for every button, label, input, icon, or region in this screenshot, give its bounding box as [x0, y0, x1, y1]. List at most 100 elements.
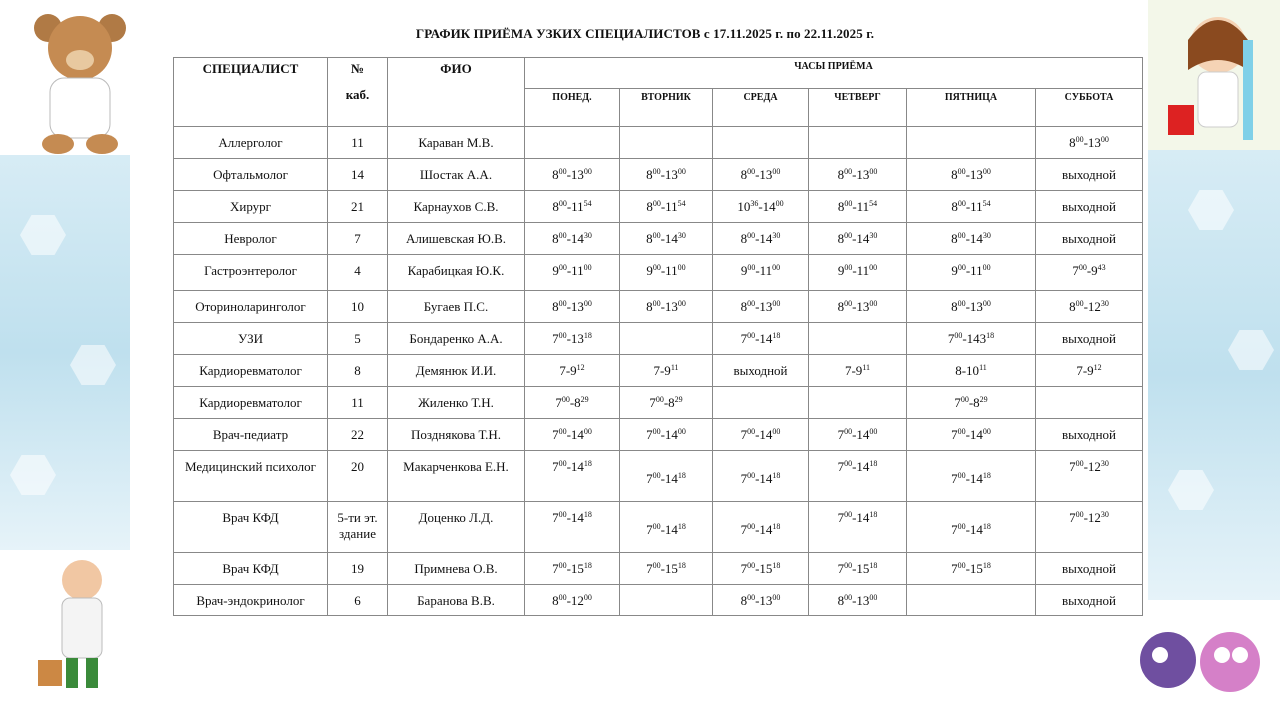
time-text: выходной — [1061, 593, 1117, 608]
hours-cell: 800-1154 — [906, 190, 1036, 223]
time-text: -14 — [755, 427, 773, 442]
time-minutes: 00 — [747, 231, 756, 240]
table-row: Гастроэнтеролог 4 Карабицкая Ю.К. 900-1100 9… — [173, 254, 1143, 291]
time-text: 8-10 — [955, 363, 980, 378]
time-minutes: 00 — [1078, 263, 1087, 272]
time-text: -14 — [755, 231, 773, 246]
doctor-name-cell: Шостак А.А. — [387, 158, 525, 191]
header-day: ПОНЕД. — [524, 88, 620, 127]
time-minutes: 00 — [982, 299, 991, 308]
time-minutes: 00 — [561, 395, 570, 404]
room-cell: 4 — [327, 254, 388, 291]
room-cell: 11 — [327, 386, 388, 419]
time-text: -14 — [965, 427, 983, 442]
time-minutes: 00 — [957, 427, 966, 436]
header-hours: ЧАСЫ ПРИЁМА — [524, 57, 1143, 89]
doctor-name-cell: Примнева О.В. — [387, 552, 525, 585]
time-minutes: 00 — [747, 167, 756, 176]
time-text: -13 — [1083, 135, 1101, 150]
time-text: 7 — [951, 561, 958, 576]
time-minutes: 30 — [1100, 459, 1109, 468]
time-text: -13 — [755, 299, 773, 314]
time-minutes: 18 — [869, 561, 878, 570]
doctor-name-cell: Доценко Л.Д. — [387, 501, 525, 553]
specialist-cell: Аллерголог — [173, 126, 328, 159]
header-day: СРЕДА — [712, 88, 809, 127]
time-text: -15 — [852, 561, 870, 576]
time-minutes: 00 — [844, 167, 853, 176]
time-text: -14 — [660, 522, 678, 537]
time-minutes: 00 — [844, 593, 853, 602]
time-text: 8 — [951, 199, 958, 214]
time-text: -13 — [755, 593, 773, 608]
hours-cell: 800-1300 — [619, 158, 713, 191]
time-text: 7 — [649, 395, 656, 410]
table-row: Аллерголог 11 Караван М.В. 800-1300 — [173, 126, 1143, 159]
time-minutes: 00 — [954, 331, 963, 340]
table-row: Кардиоревматолог 8 Демянюк И.И. 7-912 7-911 в… — [173, 354, 1143, 387]
time-minutes: 00 — [747, 331, 756, 340]
doctor-name-cell: Жиленко Т.Н. — [387, 386, 525, 419]
room-cell: 21 — [327, 190, 388, 223]
time-minutes: 00 — [1075, 459, 1084, 468]
time-text: -13 — [852, 299, 870, 314]
time-minutes: 00 — [558, 167, 567, 176]
time-minutes: 11 — [670, 363, 679, 372]
time-minutes: 18 — [869, 459, 878, 468]
room-cell: 8 — [327, 354, 388, 387]
table-row: Невролог 7 Алишевская Ю.В. 800-1430 800-1430… — [173, 222, 1143, 255]
table-row: Врач-эндокринолог 6 Баранова В.В. 800-1200 8… — [173, 584, 1143, 616]
time-text: -11 — [755, 263, 773, 278]
hours-cell — [808, 322, 907, 355]
hours-cell: выходной — [712, 354, 809, 387]
hours-cell: 700-1418 — [906, 501, 1036, 553]
specialist-cell: Невролог — [173, 222, 328, 255]
time-text: -15 — [965, 561, 983, 576]
hours-cell: 800-1300 — [808, 158, 907, 191]
time-minutes: 18 — [583, 459, 592, 468]
doctor-cartoon-illustration — [38, 560, 103, 688]
time-minutes: 00 — [869, 427, 878, 436]
time-text: -11 — [965, 199, 983, 214]
room-cell: 5-ти эт. здание — [327, 501, 388, 553]
time-text: 9 — [646, 263, 653, 278]
schedule-table: СПЕЦИАЛИСТ № каб. ФИО ЧАСЫ ПРИЁМА ПОНЕД.… — [173, 57, 1143, 616]
room-cell: 11 — [327, 126, 388, 159]
time-text: 7 — [837, 459, 845, 474]
time-minutes: 00 — [844, 263, 853, 272]
time-minutes: 00 — [652, 427, 661, 436]
time-text: 7-9 — [559, 363, 577, 378]
hours-cell: 700-829 — [619, 386, 713, 419]
header-day: ВТОРНИК — [619, 88, 713, 127]
time-minutes: 00 — [982, 263, 991, 272]
hours-cell: 700-1518 — [906, 552, 1036, 585]
time-minutes: 00 — [583, 427, 592, 436]
time-minutes: 00 — [747, 427, 756, 436]
time-text: -14 — [758, 199, 776, 214]
time-minutes: 54 — [869, 199, 878, 208]
time-minutes: 00 — [558, 299, 567, 308]
room-cell: 5 — [327, 322, 388, 355]
time-minutes: 11 — [979, 363, 987, 372]
time-text: 8 — [1069, 135, 1076, 150]
time-text: 8 — [740, 299, 748, 314]
time-minutes: 00 — [558, 263, 567, 272]
header-room-line2: каб. — [345, 87, 370, 102]
hours-cell — [712, 126, 809, 159]
time-text: -15 — [566, 561, 584, 576]
time-text: -13 — [566, 299, 584, 314]
time-text: 7 — [552, 331, 559, 346]
time-minutes: 18 — [982, 561, 991, 570]
time-minutes: 00 — [652, 471, 661, 480]
doctor-name-cell: Позднякова Т.Н. — [387, 418, 525, 451]
doctor-name-cell: Баранова В.В. — [387, 584, 525, 616]
time-minutes: 00 — [772, 167, 781, 176]
time-text: -14 — [965, 522, 983, 537]
time-text: 7 — [646, 561, 653, 576]
time-minutes: 36 — [750, 199, 759, 208]
time-text: 7 — [555, 395, 562, 410]
time-minutes: 18 — [677, 522, 686, 531]
hours-cell: выходной — [1035, 552, 1143, 585]
time-minutes: 00 — [869, 593, 878, 602]
time-text: 7 — [552, 561, 559, 576]
